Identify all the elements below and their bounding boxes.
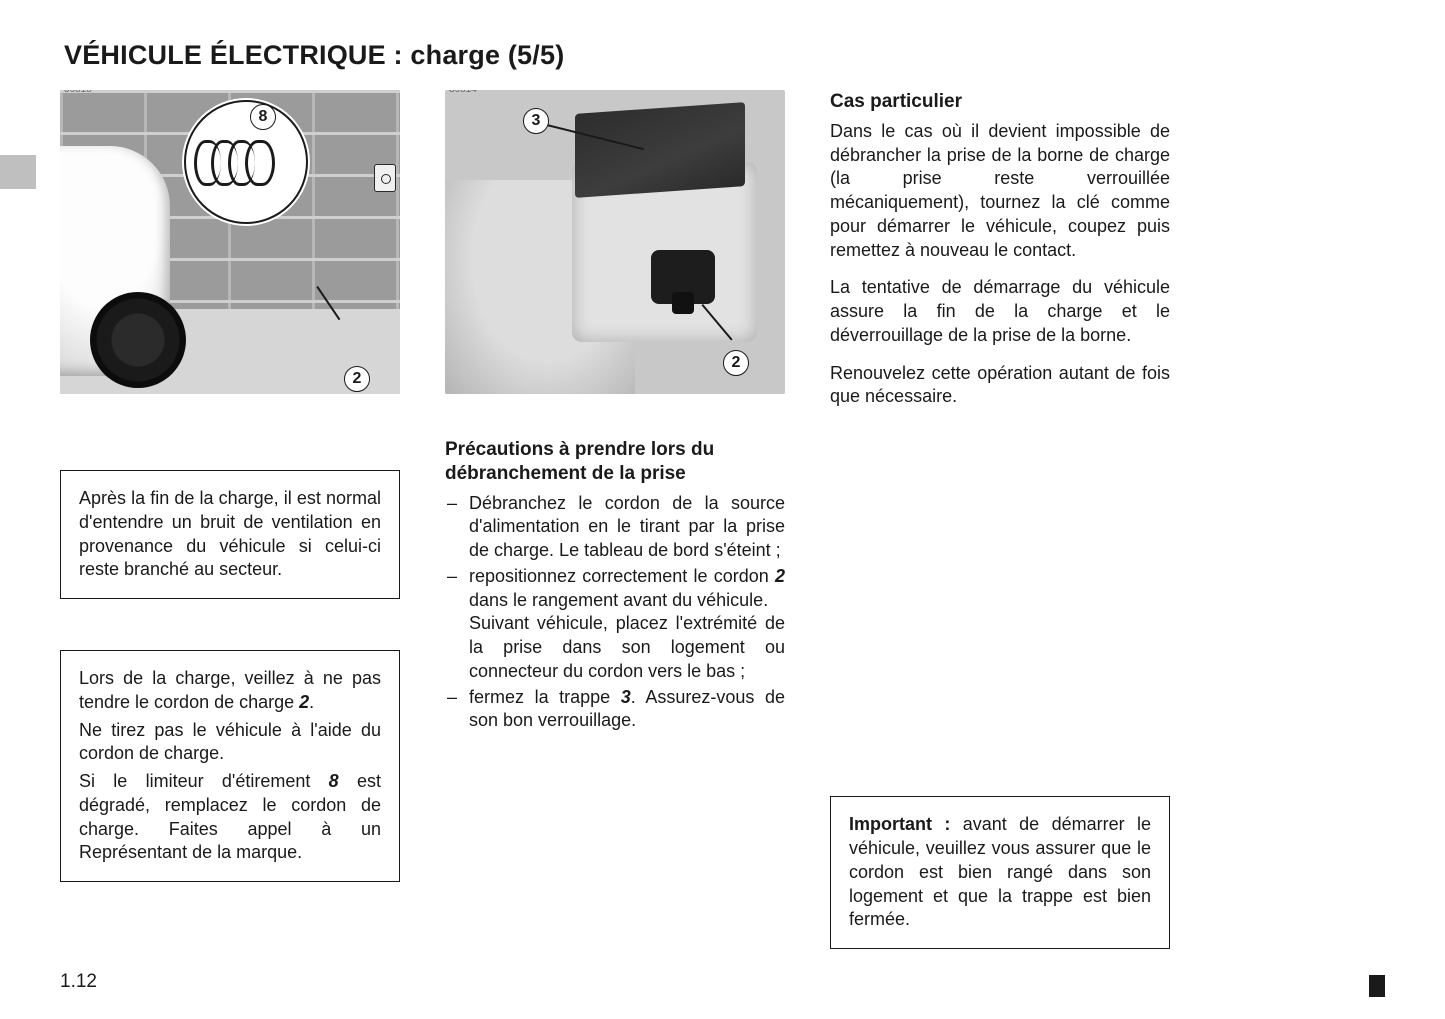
paragraph: Renouvelez cette opération autant de foi… [830,362,1170,410]
important-box: Important : avant de démarrer le véhicul… [830,796,1170,949]
column-1: 36818 8 2 Après la fin de la charge, il … [60,90,420,949]
paragraph: La tentative de démarrage du véhicule as… [830,276,1170,347]
page-title: VÉHICULE ÉLECTRIQUE : charge (5/5) [64,40,1385,71]
figure-2: 36814 3 2 [445,90,785,394]
fig2-flap [575,102,745,198]
fig1-wheel [90,292,186,388]
callout-8-badge: 8 [250,104,276,130]
precautions-heading: Précautions à prendre lors du débranchem… [445,438,785,486]
ref-number: 2 [299,692,309,712]
fig1-outlet [374,164,396,192]
note-text: Lors de la charge, veillez à ne pas tend… [79,667,381,715]
figure-2-ref: 36814 [449,90,477,95]
note-text: Ne tirez pas le véhicule à l'aide du cor… [79,719,381,767]
note-box-cord-care: Lors de la charge, veillez à ne pas tend… [60,650,400,882]
figure-1: 36818 8 2 [60,90,400,394]
column-3: Cas particulier Dans le cas où il devien… [830,90,1190,949]
text: . [309,692,314,712]
fig1-detail-circle [184,100,308,224]
important-label: Important : [849,814,950,834]
callout-2-badge: 2 [344,366,370,392]
note-text: Après la fin de la charge, il est normal… [79,487,381,582]
note-text: Important : avant de démarrer le véhicul… [849,813,1151,932]
text: Lors de la charge, veillez à ne pas tend… [79,668,381,712]
corner-mark [1369,975,1385,997]
columns: 36818 8 2 Après la fin de la charge, il … [60,90,1385,949]
list-item: fermez la trappe 3. Assurez-vous de son … [445,686,785,734]
text: Si le limiteur d'étirement [79,771,329,791]
text: fermez la trappe [469,687,621,707]
text: repositionnez correctement le cordon [469,566,775,586]
col3-body: Cas particulier Dans le cas où il devien… [830,90,1170,423]
callout-2-badge: 2 [723,350,749,376]
note-box-ventilation: Après la fin de la charge, il est normal… [60,470,400,599]
figure-1-ref: 36818 [64,90,92,95]
ref-number: 8 [329,771,339,791]
list-item: repositionnez correctement le cordon 2 d… [445,565,785,684]
callout-3-badge: 3 [523,108,549,134]
column-2: 36814 3 2 Précautions à prendre lors du … [445,90,805,949]
col2-body: Précautions à prendre lors du débranchem… [445,438,785,735]
ref-number: 3 [621,687,631,707]
list-item: Débranchez le cordon de la source d'alim… [445,492,785,563]
note-text: Si le limiteur d'étirement 8 est dégradé… [79,770,381,865]
text: Suivant véhicule, placez l'extrémité de … [469,613,785,681]
manual-page: VÉHICULE ÉLECTRIQUE : charge (5/5) 36818… [0,0,1445,1019]
paragraph: Dans le cas où il devient impossible de … [830,120,1170,263]
fig2-cord [651,250,715,304]
coil-icon [194,140,298,184]
special-case-heading: Cas particulier [830,90,1170,114]
section-tab [0,155,36,189]
precautions-list: Débranchez le cordon de la source d'alim… [445,492,785,734]
text: dans le rangement avant du véhicule. [469,590,768,610]
ref-number: 2 [775,566,785,586]
page-number: 1.12 [60,971,97,993]
